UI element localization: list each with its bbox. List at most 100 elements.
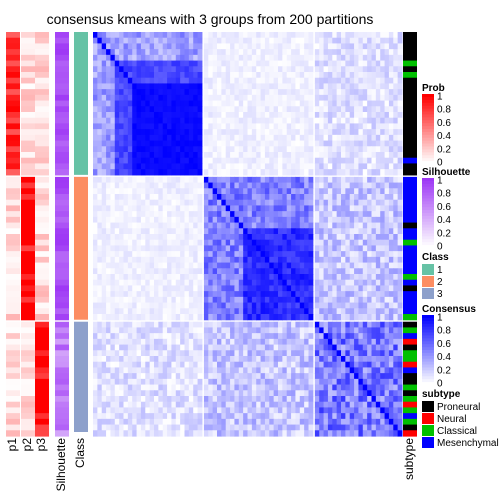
consensus-cell — [388, 77, 394, 85]
consensus-cell — [197, 205, 203, 212]
consensus-cell — [162, 83, 168, 90]
consensus-cell — [247, 169, 253, 176]
silhouette-cell — [55, 234, 69, 241]
consensus-cell — [234, 123, 240, 130]
consensus-cell — [286, 117, 292, 125]
consensus-cell — [225, 222, 231, 229]
consensus-cell — [184, 194, 190, 201]
consensus-cell — [212, 222, 218, 229]
consensus-cell — [304, 274, 309, 281]
consensus-cell — [349, 89, 355, 96]
consensus-cell — [264, 222, 270, 229]
consensus-cell — [158, 152, 164, 159]
consensus-cell — [308, 89, 314, 96]
consensus-cell — [238, 211, 244, 218]
consensus-cell — [345, 117, 351, 125]
consensus-cell — [167, 163, 172, 170]
consensus-cell — [197, 77, 203, 85]
consensus-cell — [225, 373, 231, 380]
prob-cell — [35, 216, 49, 224]
consensus-cell — [132, 134, 138, 142]
consensus-cell — [336, 344, 342, 351]
consensus-cell — [371, 338, 377, 346]
prob-cell — [35, 308, 49, 315]
consensus-cell — [123, 112, 129, 119]
consensus-cell — [308, 72, 314, 79]
consensus-cell — [393, 234, 399, 241]
consensus-cell — [106, 49, 111, 56]
consensus-cell — [140, 302, 146, 309]
consensus-cell — [256, 296, 262, 304]
consensus-cell — [162, 77, 168, 85]
consensus-cell — [154, 407, 159, 414]
consensus-cell — [127, 83, 133, 90]
consensus-cell — [208, 407, 214, 414]
consensus-cell — [127, 234, 133, 241]
consensus-cell — [203, 54, 209, 62]
consensus-cell — [203, 296, 209, 304]
consensus-cell — [264, 100, 270, 107]
consensus-cell — [180, 54, 185, 62]
consensus-cell — [188, 262, 194, 269]
consensus-cell — [323, 163, 329, 170]
consensus-cell — [380, 216, 386, 224]
consensus-cell — [299, 361, 305, 369]
consensus-cell — [367, 327, 372, 334]
consensus-cell — [175, 169, 181, 176]
consensus-cell — [197, 83, 203, 90]
consensus-cell — [238, 83, 244, 90]
consensus-cell — [162, 308, 168, 315]
consensus-cell — [269, 350, 275, 357]
consensus-cell — [256, 123, 262, 130]
consensus-cell — [208, 37, 214, 45]
consensus-cell — [295, 77, 301, 85]
prob-cell — [6, 146, 20, 153]
consensus-cell — [145, 321, 151, 329]
consensus-cell — [323, 134, 329, 142]
consensus-cell — [260, 228, 266, 235]
consensus-cell — [260, 356, 266, 363]
consensus-cell — [243, 361, 248, 369]
consensus-cell — [225, 152, 231, 159]
consensus-cell — [393, 117, 399, 125]
consensus-cell — [171, 308, 177, 315]
prob-cell — [21, 239, 35, 247]
consensus-cell — [145, 123, 151, 130]
consensus-cell — [358, 117, 364, 125]
consensus-cell — [367, 222, 372, 229]
consensus-cell — [114, 245, 120, 252]
consensus-cell — [203, 66, 209, 73]
consensus-cell — [184, 112, 190, 119]
prob-cell — [35, 66, 49, 73]
consensus-cell — [336, 396, 342, 403]
consensus-cell — [354, 182, 359, 189]
consensus-cell — [212, 327, 218, 334]
consensus-cell — [149, 199, 155, 207]
consensus-cell — [393, 333, 399, 340]
consensus-cell — [349, 194, 355, 201]
consensus-cell — [234, 169, 240, 176]
consensus-cell — [212, 314, 218, 321]
consensus-cell — [234, 407, 240, 414]
consensus-cell — [397, 373, 403, 380]
consensus-cell — [269, 176, 275, 184]
consensus-cell — [162, 373, 168, 380]
consensus-cell — [110, 134, 116, 142]
consensus-cell — [304, 176, 309, 184]
consensus-cell — [97, 291, 103, 298]
consensus-cell — [393, 308, 399, 315]
consensus-cell — [106, 308, 111, 315]
consensus-cell — [278, 279, 283, 287]
prob-cell — [35, 94, 49, 102]
consensus-cell — [238, 123, 244, 130]
consensus-cell — [175, 106, 181, 113]
consensus-cell — [354, 401, 359, 409]
consensus-cell — [162, 129, 168, 136]
consensus-cell — [158, 361, 164, 369]
consensus-cell — [140, 140, 146, 147]
consensus-cell — [256, 134, 262, 142]
consensus-cell — [93, 106, 98, 113]
consensus-cell — [93, 194, 98, 201]
consensus-cell — [295, 321, 301, 329]
consensus-cell — [256, 390, 262, 397]
